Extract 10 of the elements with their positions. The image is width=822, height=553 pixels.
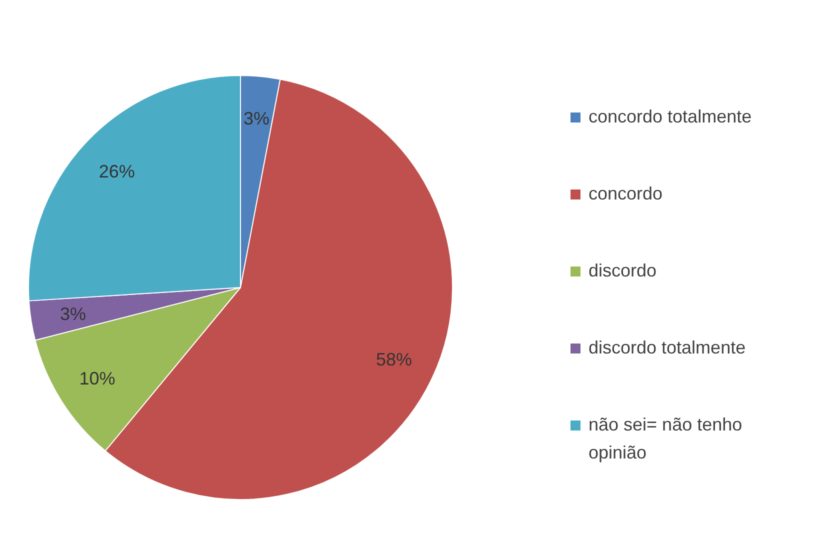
data-label: 58% bbox=[376, 350, 412, 370]
data-label: 3% bbox=[60, 304, 86, 324]
legend-label: concordo bbox=[588, 184, 663, 204]
legend-label: discordo bbox=[588, 260, 657, 280]
legend-label: concordo totalmente bbox=[588, 106, 752, 126]
legend-label: não sei= não tenho opinião bbox=[588, 414, 742, 462]
data-label: 3% bbox=[243, 108, 270, 129]
data-label: 26% bbox=[98, 161, 135, 182]
legend-label: discordo totalmente bbox=[588, 338, 746, 358]
data-label: 10% bbox=[79, 368, 116, 388]
